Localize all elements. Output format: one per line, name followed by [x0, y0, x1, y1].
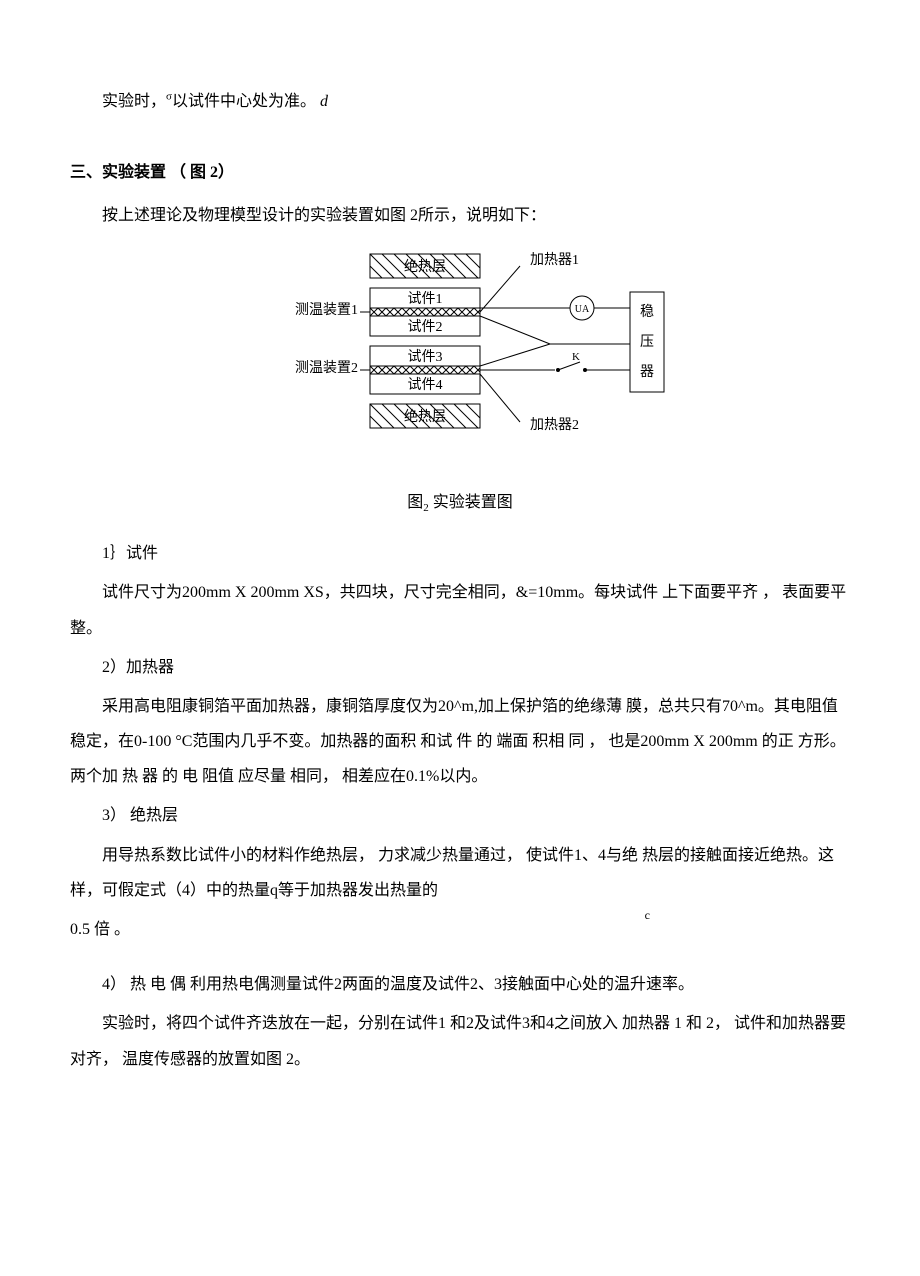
- figure-caption: 图2 实验装置图: [70, 485, 850, 520]
- text: 实验时，: [102, 93, 166, 110]
- text: 以试件中心处为准。: [172, 93, 320, 110]
- label-heater2: 加热器2: [530, 417, 579, 433]
- label-temp2: 测温装置2: [295, 360, 358, 376]
- item2-body: 采用高电阻康铜箔平面加热器，康铜箔厚度仅为20^m,加上保护箔的绝缘薄 膜，总共…: [70, 689, 850, 795]
- label-s4: 试件4: [408, 377, 443, 393]
- label-ua: UA: [575, 304, 590, 315]
- c-mark: c: [645, 902, 650, 928]
- label-switch: K: [572, 351, 580, 363]
- label-stab1: 稳: [640, 304, 654, 320]
- item3-label: 3） 绝热层: [70, 798, 850, 833]
- item3-body2: 0.5 倍 。: [70, 912, 850, 947]
- label-s1: 试件1: [408, 291, 443, 307]
- item3-body1: 用导热系数比试件小的材料作绝热层， 力求减少热量通过， 使试件1、4与绝 热层的…: [70, 838, 850, 908]
- intro-para: 按上述理论及物理模型设计的实验装置如图 2所示，说明如下：: [70, 198, 850, 233]
- label-ins1: 绝热层: [404, 259, 446, 275]
- label-temp1: 测温装置1: [295, 302, 358, 318]
- section-heading-3: 三、实验装置 （ 图 2）: [70, 155, 850, 190]
- item1-body: 试件尺寸为200mm X 200mm XS，共四块，尺寸完全相同，&=10mm。…: [70, 575, 850, 645]
- item2-label: 2）加热器: [70, 650, 850, 685]
- item4-label: 4） 热 电 偶 利用热电偶测量试件2两面的温度及试件2、3接触面中心处的温升速…: [70, 967, 850, 1002]
- figure-2-diagram: 绝热层 试件1 试件2 试件3: [70, 244, 850, 477]
- label-stab3: 器: [640, 365, 654, 380]
- label-s2: 试件2: [408, 319, 443, 335]
- item1-label: 1｝试件: [70, 536, 850, 571]
- label-ins2: 绝热层: [404, 409, 446, 425]
- var-d: d: [320, 93, 328, 110]
- cap-fig: 图: [407, 494, 423, 511]
- item4-body: 实验时，将四个试件齐迭放在一起，分别在试件1 和2及试件3和4之间放入 加热器 …: [70, 1006, 850, 1076]
- cap-rest: 实验装置图: [429, 494, 513, 511]
- opening-line: 实验时，σ以试件中心处为准。 d: [70, 84, 850, 119]
- label-stab2: 压: [640, 335, 654, 350]
- label-s3: 试件3: [408, 349, 443, 365]
- label-heater1: 加热器1: [530, 252, 579, 268]
